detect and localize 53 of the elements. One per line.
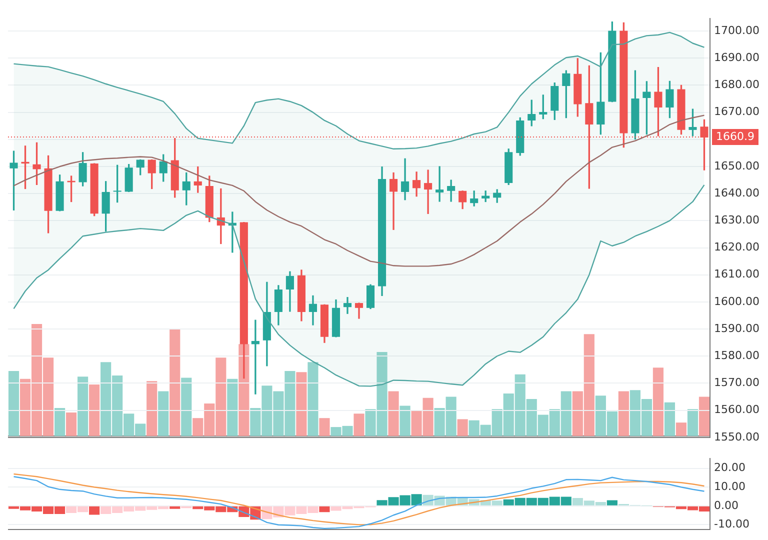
y-tick-label: 20.00	[714, 461, 746, 474]
bar	[354, 414, 364, 436]
candlestick	[389, 172, 398, 230]
y-tick-label: 0.00	[714, 498, 738, 512]
bar	[296, 372, 307, 436]
y-tick-label: 1550.00	[714, 430, 760, 444]
y-tick-label: 1700.00	[714, 24, 760, 37]
bar	[319, 418, 330, 436]
y-tick-label: 1640.00	[714, 186, 760, 200]
bar	[181, 378, 192, 436]
y-tick-label: 1690.00	[714, 51, 760, 64]
bar	[606, 500, 618, 506]
y-tick-label: 1570.00	[714, 376, 760, 390]
candlestick	[251, 320, 260, 394]
bar	[652, 368, 664, 436]
bar	[618, 391, 629, 436]
bar	[388, 391, 399, 436]
candlestick	[424, 170, 432, 214]
bar	[54, 408, 66, 436]
bar	[308, 362, 318, 436]
y-tick-label: 1610.00	[714, 268, 760, 281]
bar	[146, 381, 158, 436]
y-tick-label: 1580.00	[714, 348, 760, 362]
y-tick-label: 1620.00	[714, 240, 760, 254]
y-tick-label: 1630.00	[714, 214, 760, 227]
candlestick	[343, 297, 352, 314]
bar	[158, 391, 169, 436]
bar	[170, 506, 180, 509]
bar	[66, 412, 77, 436]
candlestick	[447, 180, 456, 202]
bar	[8, 371, 20, 436]
y-tick-label: 1670.00	[714, 105, 760, 118]
y-tick-label: 10.00	[714, 480, 746, 494]
bar	[319, 506, 330, 512]
bar	[664, 402, 676, 436]
y-tick-label: 1560.00	[714, 403, 760, 416]
bar	[676, 422, 687, 436]
bar	[170, 328, 180, 436]
bar	[78, 376, 88, 436]
y-tick-label: 1650.00	[714, 159, 760, 172]
bar	[457, 419, 468, 436]
bar	[698, 396, 710, 436]
bar	[89, 506, 100, 515]
candlestick	[436, 166, 444, 202]
y-tick-label: 1680.00	[714, 78, 760, 92]
y-tick-label: 1590.00	[714, 322, 760, 335]
bar	[227, 378, 238, 436]
y-tick-label: -10.00	[714, 518, 750, 531]
y-tick-label: 1600.00	[714, 294, 760, 308]
bar	[400, 406, 410, 436]
bar	[89, 384, 100, 436]
ref-line-label: 1660.9	[716, 130, 754, 143]
bar	[687, 409, 698, 436]
